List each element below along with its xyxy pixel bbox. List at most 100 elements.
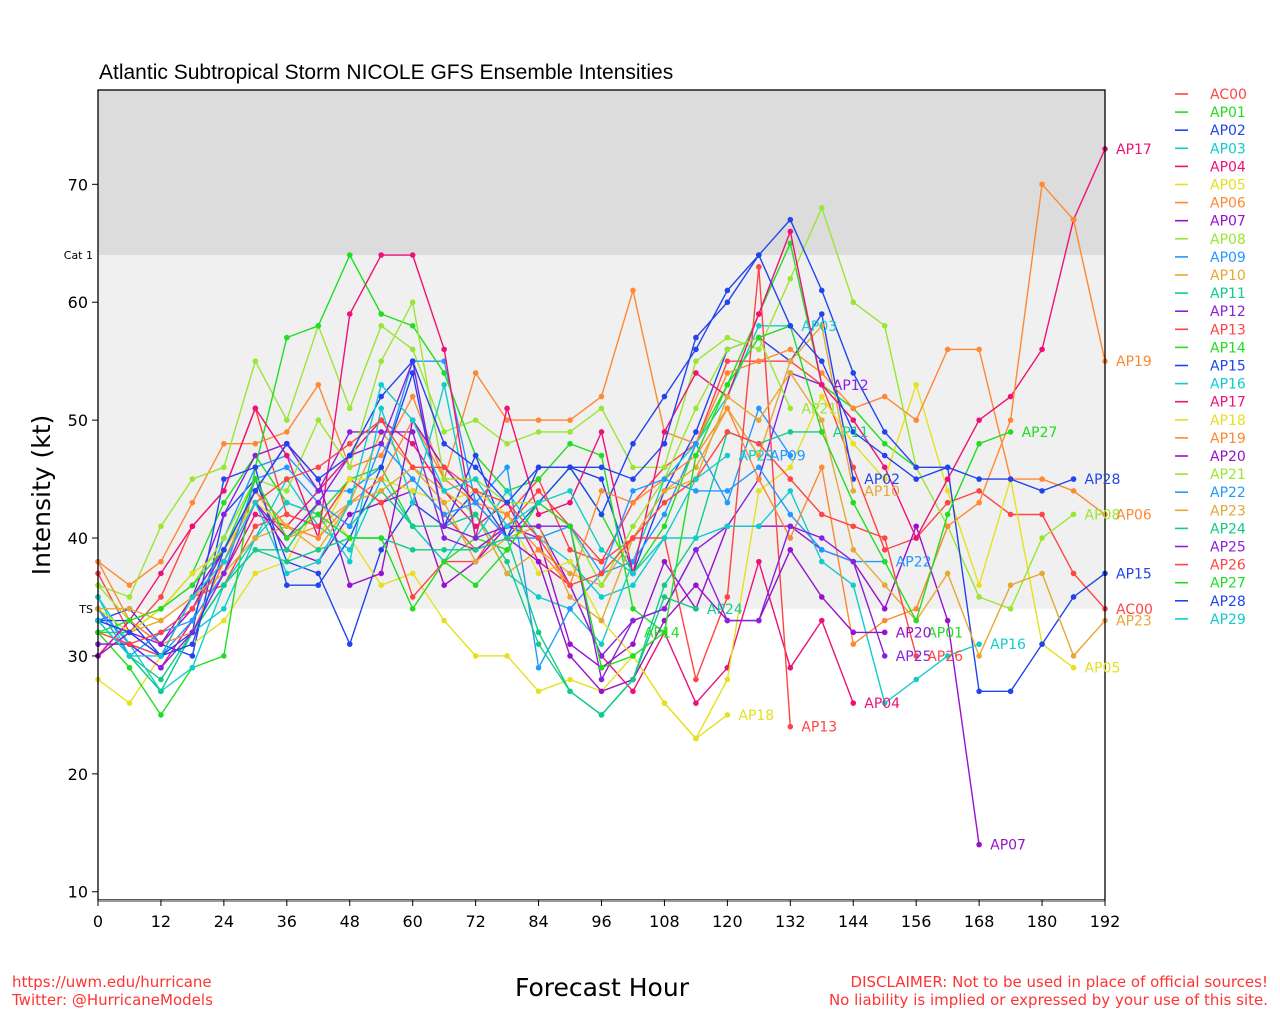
- legend-item-ap04: AP04: [1175, 159, 1246, 175]
- data-point: [598, 464, 605, 471]
- data-point: [598, 511, 605, 518]
- end-label-ap06: AP06: [1116, 507, 1152, 523]
- data-point: [472, 582, 479, 588]
- data-point: [787, 723, 794, 730]
- website-link[interactable]: https://uwm.edu/hurricane: [12, 973, 212, 991]
- data-point: [1039, 346, 1045, 353]
- data-point: [189, 653, 196, 659]
- legend-label: AP22: [1210, 485, 1246, 501]
- data-point: [535, 523, 542, 530]
- data-point: [881, 582, 888, 588]
- series-line: [97, 205, 1074, 610]
- data-point: [472, 452, 479, 459]
- data-point: [913, 381, 919, 388]
- data-point: [252, 476, 259, 482]
- data-point: [881, 629, 888, 636]
- data-point: [944, 476, 951, 482]
- data-point: [944, 653, 951, 659]
- data-point: [850, 582, 857, 588]
- data-point: [630, 464, 636, 471]
- twitter-handle[interactable]: Twitter: @HurricaneModels: [12, 991, 213, 1009]
- data-point: [598, 594, 605, 600]
- data-point: [504, 558, 510, 565]
- data-point: [221, 582, 227, 588]
- data-point: [441, 535, 447, 541]
- legend-label: AP15: [1210, 359, 1246, 375]
- data-point: [504, 547, 510, 553]
- data-point: [567, 641, 573, 647]
- data-point: [724, 393, 731, 400]
- data-point: [504, 405, 510, 412]
- data-point: [346, 452, 353, 459]
- data-point: [787, 228, 794, 235]
- data-point: [252, 440, 259, 447]
- data-point: [567, 594, 573, 600]
- data-point: [976, 417, 982, 423]
- x-tick-label: 96: [591, 912, 611, 931]
- data-point: [441, 346, 447, 353]
- data-point: [504, 417, 510, 423]
- data-point: [221, 488, 227, 494]
- data-point: [630, 605, 636, 612]
- data-point: [913, 417, 919, 423]
- data-point: [787, 664, 794, 671]
- data-point: [693, 535, 699, 541]
- data-point: [346, 405, 353, 412]
- data-point: [881, 558, 888, 565]
- data-point: [409, 429, 416, 435]
- legend-label: AP04: [1210, 159, 1246, 175]
- x-tick-label: 12: [151, 912, 171, 931]
- data-point: [818, 393, 825, 400]
- data-point: [189, 617, 196, 624]
- data-point: [221, 535, 227, 541]
- data-point: [284, 440, 290, 447]
- data-point: [504, 535, 510, 541]
- data-point: [661, 594, 668, 600]
- data-point: [661, 499, 668, 506]
- legend-label: AP09: [1210, 250, 1246, 266]
- data-point: [661, 511, 668, 518]
- data-point: [598, 558, 605, 565]
- legend-label: AP05: [1210, 178, 1246, 194]
- data-point: [284, 582, 290, 588]
- data-point: [189, 594, 196, 600]
- data-point: [630, 617, 636, 624]
- data-point: [724, 299, 731, 306]
- end-label-ap02: AP02: [864, 472, 900, 488]
- series-line: [97, 537, 697, 716]
- end-label-ap21: AP21: [801, 401, 837, 417]
- data-point: [724, 523, 731, 530]
- data-point: [881, 700, 888, 706]
- data-point: [315, 511, 322, 518]
- data-point: [315, 558, 322, 565]
- legend-label: AP19: [1210, 431, 1246, 447]
- data-point: [189, 499, 196, 506]
- data-point: [850, 488, 857, 494]
- legend-label: AP14: [1210, 340, 1246, 356]
- data-point: [818, 370, 825, 376]
- data-point: [661, 535, 668, 541]
- legend-item-ap27: AP27: [1175, 576, 1246, 592]
- disclaimer: DISCLAIMER: Not to be used in place of o…: [829, 973, 1268, 1009]
- data-point: [158, 617, 164, 624]
- data-point: [944, 570, 951, 577]
- data-point: [630, 653, 636, 659]
- data-point: [944, 523, 951, 530]
- data-point: [409, 393, 416, 400]
- data-point: [756, 346, 762, 353]
- data-point: [1070, 488, 1077, 494]
- data-point: [818, 311, 825, 317]
- data-point: [567, 582, 573, 588]
- data-point: [472, 535, 479, 541]
- data-point: [535, 464, 542, 471]
- data-point: [409, 488, 416, 494]
- data-point: [346, 464, 353, 471]
- data-point: [346, 641, 353, 647]
- data-point: [252, 488, 259, 494]
- data-point: [158, 594, 164, 600]
- legend-label: AP07: [1210, 214, 1246, 230]
- data-point: [881, 547, 888, 553]
- data-point: [158, 641, 164, 647]
- data-point: [284, 499, 290, 506]
- end-label-ap28: AP28: [1085, 472, 1121, 488]
